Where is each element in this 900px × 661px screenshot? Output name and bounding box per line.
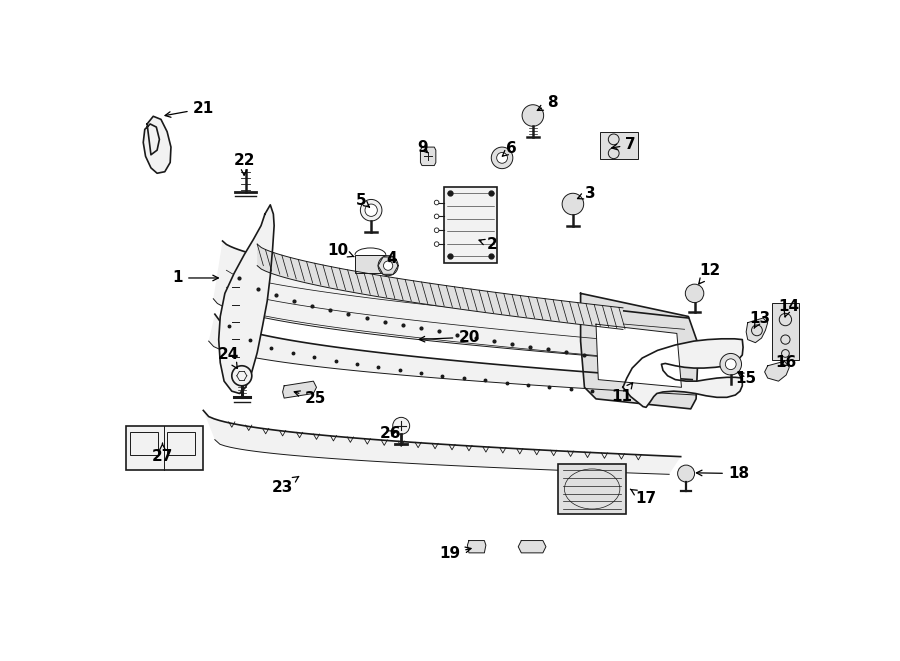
Polygon shape — [143, 116, 171, 173]
Polygon shape — [746, 318, 768, 342]
Text: 17: 17 — [630, 489, 657, 506]
Circle shape — [435, 214, 439, 219]
Bar — [558, 464, 626, 514]
Polygon shape — [219, 205, 274, 393]
Text: 16: 16 — [776, 355, 796, 370]
Text: 20: 20 — [419, 330, 480, 345]
Polygon shape — [623, 339, 743, 407]
Bar — [167, 432, 194, 455]
Circle shape — [491, 147, 513, 169]
Polygon shape — [203, 410, 680, 475]
Text: 10: 10 — [328, 243, 354, 258]
Bar — [355, 255, 386, 274]
Text: 13: 13 — [750, 311, 770, 329]
Polygon shape — [283, 381, 317, 398]
Circle shape — [685, 284, 704, 303]
Text: 23: 23 — [272, 477, 299, 495]
Circle shape — [383, 261, 392, 270]
Polygon shape — [518, 541, 546, 553]
Circle shape — [378, 256, 398, 276]
Circle shape — [360, 200, 382, 221]
Text: 24: 24 — [218, 348, 239, 368]
Circle shape — [435, 228, 439, 233]
Polygon shape — [257, 244, 623, 329]
Bar — [772, 303, 798, 360]
Circle shape — [435, 200, 439, 205]
Polygon shape — [420, 147, 436, 165]
Circle shape — [365, 204, 377, 216]
Text: 18: 18 — [697, 466, 749, 481]
Polygon shape — [209, 314, 696, 395]
Text: 11: 11 — [611, 383, 633, 404]
Circle shape — [435, 242, 439, 247]
Text: 21: 21 — [165, 101, 214, 117]
Circle shape — [392, 417, 410, 434]
Circle shape — [562, 193, 584, 215]
Bar — [125, 426, 202, 471]
Polygon shape — [213, 241, 698, 364]
Circle shape — [720, 354, 742, 375]
Text: 6: 6 — [502, 141, 517, 156]
Text: 1: 1 — [173, 270, 219, 286]
Polygon shape — [580, 293, 698, 409]
Text: 22: 22 — [233, 153, 255, 175]
Text: 3: 3 — [578, 186, 595, 201]
Circle shape — [678, 465, 695, 482]
Circle shape — [232, 366, 252, 386]
Text: 8: 8 — [537, 95, 557, 110]
Text: 5: 5 — [356, 193, 370, 208]
Text: 15: 15 — [735, 371, 757, 385]
Text: 27: 27 — [152, 444, 173, 464]
Polygon shape — [467, 541, 486, 553]
Text: 4: 4 — [387, 251, 397, 266]
Circle shape — [522, 104, 544, 126]
Circle shape — [497, 153, 508, 163]
Text: 7: 7 — [612, 137, 636, 152]
Text: 14: 14 — [778, 299, 799, 317]
Bar — [599, 132, 638, 159]
Text: 25: 25 — [294, 391, 326, 407]
Text: 2: 2 — [479, 237, 498, 253]
Bar — [130, 432, 158, 455]
Text: 9: 9 — [418, 140, 428, 155]
Text: 26: 26 — [380, 426, 401, 441]
Polygon shape — [596, 324, 681, 387]
Circle shape — [725, 359, 736, 369]
Text: 19: 19 — [439, 546, 471, 561]
Polygon shape — [765, 361, 789, 381]
Bar — [445, 187, 497, 262]
Text: 12: 12 — [698, 263, 721, 284]
Polygon shape — [378, 257, 398, 274]
